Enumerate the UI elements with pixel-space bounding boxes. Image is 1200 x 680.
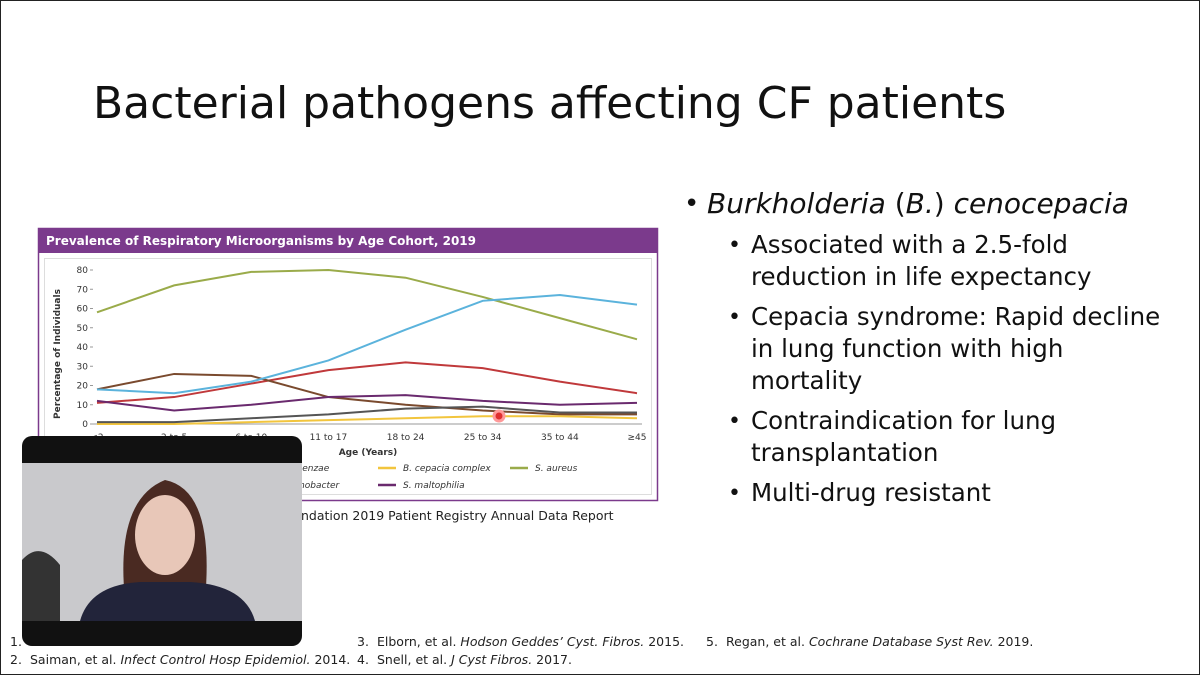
heading-part: ) — [934, 187, 954, 220]
reference: Elborn, et al. Hodson Geddes’ Cyst. Fibro… — [377, 634, 684, 649]
x-tick-label: 35 to 44 — [541, 433, 579, 443]
reference-number: 2. — [10, 652, 22, 667]
reference-authors: Elborn, et al. — [377, 634, 456, 649]
bullet-text: reduction in life expectancy — [751, 262, 1091, 291]
reference-journal: J Cyst Fibros. — [448, 652, 532, 667]
reference-journal: Cochrane Database Syst Rev. — [809, 634, 994, 649]
reference-authors: Snell, et al. — [377, 652, 447, 667]
legend-label: Achromobacter — [269, 481, 341, 491]
reference-journal: Infect Control Hosp Epidemiol. — [120, 652, 310, 667]
reference: Snell, et al. J Cyst Fibros. 2017. — [377, 652, 572, 667]
heading: Burkholderia (B.) cenocepacia — [707, 187, 1129, 220]
bullet-text: mortality — [751, 366, 862, 395]
y-tick-label: 20 — [77, 382, 89, 392]
legend-label: S. maltophilia — [403, 481, 465, 491]
series-line — [96, 372, 637, 416]
reference-number: 3. — [357, 634, 369, 649]
slide-title: Bacterial pathogens affecting CF patient… — [93, 78, 1006, 129]
x-tick-label: 18 to 24 — [387, 433, 425, 443]
reference-authors: Saiman, et al. — [30, 652, 116, 667]
legend-label: S. aureus — [535, 464, 578, 474]
x-tick-label: ≥45 — [628, 433, 647, 443]
reference-number: 5. — [706, 634, 718, 649]
chart-header — [38, 228, 658, 253]
series-line — [96, 294, 638, 395]
bullet-text: Cepacia syndrome: Rapid decline — [751, 302, 1160, 331]
plot-frame — [44, 258, 652, 495]
y-tick-label: 30 — [77, 362, 89, 372]
webcam-face — [135, 495, 195, 575]
sub-bullet-dot: • — [728, 305, 741, 330]
y-tick-label: 10 — [77, 401, 89, 411]
y-tick-label: 40 — [77, 343, 89, 353]
webcam-body — [80, 582, 255, 621]
bullet-text: transplantation — [751, 438, 938, 467]
reference-year: 2017. — [536, 652, 572, 667]
reference-number: 4. — [357, 652, 369, 667]
bullet-text: in lung function with high — [751, 334, 1063, 363]
series-line — [96, 268, 638, 341]
reference-year: 2019. — [998, 634, 1034, 649]
series-line — [96, 361, 638, 404]
reference-journal: Hodson Geddes’ Cyst. Fibros. — [460, 634, 644, 649]
webcam — [22, 436, 302, 646]
series-line — [96, 394, 638, 412]
heading-part: B. — [906, 187, 934, 220]
y-tick-label: 60 — [77, 305, 89, 315]
sub-bullet-dot: • — [728, 409, 741, 434]
y-axis-label: Percentage of Individuals — [53, 289, 63, 419]
legend-label: B. cepacia complex — [403, 464, 491, 474]
bullet-text: Associated with a 2.5-fold — [751, 230, 1068, 259]
series-line — [97, 415, 638, 425]
x-tick-label: 11 to 17 — [310, 433, 348, 443]
cursor — [492, 409, 506, 423]
bullet-dot: • — [684, 189, 699, 219]
reference-year: 2015. — [648, 634, 684, 649]
x-axis-label: Age (Years) — [339, 448, 398, 458]
y-tick-label: 80 — [77, 266, 89, 276]
y-tick-label: 0 — [82, 420, 88, 430]
reference-year: 2014. — [314, 652, 350, 667]
x-tick-label: 25 to 34 — [464, 433, 502, 443]
bullets: • Burkholderia (B.) cenocepacia • Associate… — [684, 187, 1160, 507]
reference: Saiman, et al. Infect Control Hosp Epidem… — [30, 652, 350, 667]
references: 1. 2. Saiman, et al. Infect Control Hosp Ep… — [10, 634, 1033, 667]
reference-number: 1. — [10, 634, 22, 649]
sub-bullet-dot: • — [728, 481, 741, 506]
heading-part: cenocepacia — [954, 187, 1129, 220]
y-tick-label: 50 — [77, 324, 89, 334]
series-line — [97, 405, 637, 424]
bullet-text: Multi-drug resistant — [751, 478, 991, 507]
y-tick-label: 70 — [77, 285, 89, 295]
reference: Regan, et al. Cochrane Database Syst Rev.… — [726, 634, 1033, 649]
webcam-background — [22, 551, 60, 621]
heading-part: Burkholderia — [707, 187, 886, 220]
reference-authors: Regan, et al. — [726, 634, 805, 649]
chart-title: Prevalence of Respiratory Microorganisms… — [46, 234, 476, 248]
heading-part: ( — [886, 187, 906, 220]
sub-bullet-dot: • — [728, 233, 741, 258]
bullet-text: Contraindication for lung — [751, 406, 1056, 435]
